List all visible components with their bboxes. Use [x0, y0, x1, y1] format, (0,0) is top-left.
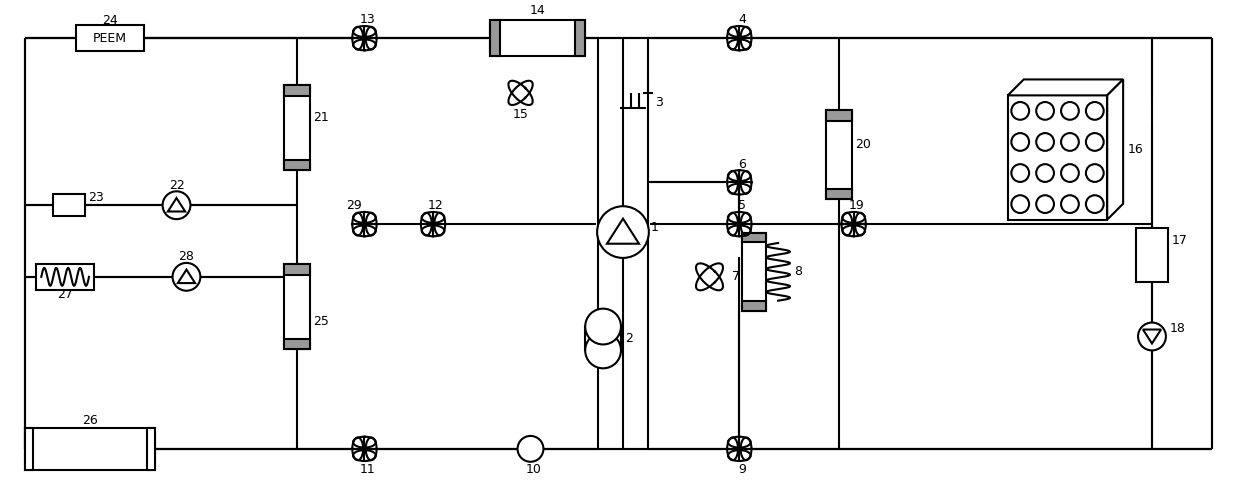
- Circle shape: [1036, 195, 1054, 213]
- Text: 25: 25: [312, 315, 328, 328]
- Circle shape: [518, 436, 544, 462]
- Circle shape: [1061, 133, 1079, 151]
- Bar: [491, 20, 499, 56]
- Text: 1: 1: [650, 220, 659, 234]
- Circle shape: [1085, 102, 1104, 120]
- Bar: [742, 301, 766, 310]
- Bar: [575, 20, 585, 56]
- Text: 3: 3: [654, 96, 663, 109]
- Circle shape: [1085, 133, 1104, 151]
- Polygon shape: [167, 198, 185, 212]
- Text: 13: 13: [359, 13, 375, 26]
- Circle shape: [1036, 102, 1054, 120]
- Text: 5: 5: [738, 199, 746, 212]
- Ellipse shape: [585, 308, 621, 344]
- Bar: [25, 428, 33, 470]
- Bar: [284, 160, 310, 170]
- Text: 24: 24: [102, 14, 118, 27]
- Bar: [146, 428, 155, 470]
- Circle shape: [162, 191, 191, 219]
- Text: 26: 26: [82, 413, 98, 427]
- Bar: [284, 86, 310, 170]
- Circle shape: [1061, 164, 1079, 182]
- Bar: [826, 110, 851, 199]
- Bar: [25, 428, 155, 470]
- Bar: [742, 233, 766, 243]
- Text: 21: 21: [312, 111, 328, 124]
- Bar: [76, 25, 144, 51]
- Text: 23: 23: [88, 191, 104, 204]
- Text: 27: 27: [57, 288, 73, 301]
- Bar: [36, 264, 94, 290]
- Bar: [1007, 95, 1108, 219]
- Text: 19: 19: [849, 199, 865, 212]
- Bar: [585, 327, 621, 350]
- Ellipse shape: [585, 333, 621, 369]
- Bar: [826, 188, 851, 199]
- Circle shape: [1011, 102, 1030, 120]
- Text: 29: 29: [346, 199, 362, 212]
- Circle shape: [1085, 195, 1104, 213]
- Circle shape: [1011, 195, 1030, 213]
- Polygon shape: [1108, 79, 1123, 219]
- Text: 28: 28: [178, 250, 195, 263]
- Bar: [742, 233, 766, 310]
- Text: 16: 16: [1129, 143, 1144, 156]
- Text: PEEM: PEEM: [93, 31, 126, 45]
- Text: 22: 22: [169, 179, 185, 192]
- Text: 7: 7: [732, 270, 741, 283]
- Bar: [284, 339, 310, 349]
- Circle shape: [1061, 102, 1079, 120]
- Text: 10: 10: [525, 463, 541, 476]
- Bar: [826, 110, 851, 121]
- Polygon shape: [1142, 330, 1161, 343]
- Bar: [284, 264, 310, 275]
- Text: 14: 14: [529, 4, 545, 17]
- Text: 8: 8: [794, 265, 802, 278]
- Text: 4: 4: [738, 13, 746, 26]
- Text: 20: 20: [855, 138, 871, 151]
- Circle shape: [1085, 164, 1104, 182]
- Text: 2: 2: [624, 332, 633, 345]
- Text: 11: 11: [359, 463, 375, 476]
- Circle shape: [597, 206, 649, 258]
- Circle shape: [172, 263, 201, 291]
- Bar: [284, 264, 310, 349]
- Text: 18: 18: [1170, 322, 1186, 335]
- Circle shape: [1036, 133, 1054, 151]
- Text: 15: 15: [513, 108, 529, 121]
- Polygon shape: [178, 270, 195, 283]
- Text: 9: 9: [738, 463, 746, 476]
- Bar: [284, 86, 310, 95]
- Circle shape: [1011, 133, 1030, 151]
- Circle shape: [1036, 164, 1054, 182]
- Circle shape: [1139, 323, 1166, 350]
- Polygon shape: [1007, 79, 1123, 95]
- Text: 17: 17: [1172, 234, 1188, 246]
- Circle shape: [1011, 164, 1030, 182]
- Polygon shape: [607, 218, 639, 244]
- Text: 6: 6: [738, 158, 746, 171]
- Bar: [491, 20, 585, 56]
- Text: 12: 12: [429, 199, 444, 212]
- Bar: [1136, 228, 1168, 282]
- Circle shape: [1061, 195, 1079, 213]
- Bar: [53, 194, 85, 216]
